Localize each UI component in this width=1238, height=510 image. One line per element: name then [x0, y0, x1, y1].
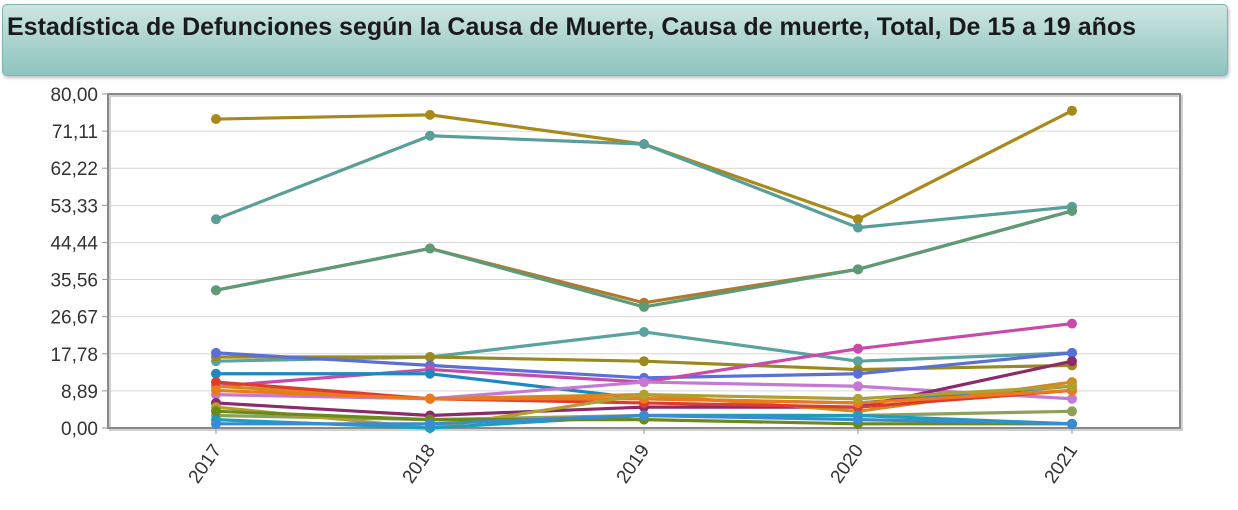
data-point: [425, 352, 435, 363]
data-point: [1067, 347, 1077, 358]
data-point: [639, 356, 649, 367]
x-tick-label: 2019: [613, 441, 654, 488]
y-tick-label: 0,00: [61, 419, 98, 440]
x-tick-label: 2020: [827, 441, 868, 488]
data-point: [425, 243, 435, 254]
chart-title-bar: Estadística de Defunciones según la Caus…: [2, 4, 1228, 76]
data-point: [211, 347, 221, 358]
data-point: [853, 381, 863, 392]
data-point: [853, 264, 863, 275]
data-point: [211, 368, 221, 379]
data-point: [639, 301, 649, 312]
data-point: [211, 418, 221, 429]
y-tick-label: 53,33: [50, 196, 98, 217]
data-point: [211, 114, 221, 125]
data-point: [1067, 105, 1077, 116]
data-point: [853, 222, 863, 233]
data-point: [639, 389, 649, 400]
data-point: [425, 368, 435, 379]
x-tick-label: 2018: [399, 441, 440, 488]
y-tick-label: 44,44: [50, 233, 98, 254]
data-point: [211, 285, 221, 296]
data-point: [639, 139, 649, 150]
data-point: [853, 343, 863, 354]
data-point: [211, 385, 221, 396]
y-tick-label: 35,56: [50, 271, 98, 292]
data-point: [211, 406, 221, 417]
data-point: [425, 109, 435, 120]
data-point: [211, 214, 221, 225]
y-tick-label: 17,78: [50, 345, 98, 366]
plot-frame-shadow: [109, 95, 1183, 431]
y-tick-label: 62,22: [50, 159, 98, 180]
data-point: [211, 377, 221, 388]
data-point: [853, 214, 863, 225]
data-point: [1067, 393, 1077, 404]
data-point: [853, 414, 863, 425]
x-tick-label: 2017: [185, 441, 226, 488]
y-tick-label: 8,89: [61, 382, 98, 403]
chart-title: Estadística de Defunciones según la Caus…: [7, 13, 1137, 41]
data-point: [1067, 406, 1077, 417]
data-point: [1067, 318, 1077, 329]
data-point: [639, 410, 649, 421]
data-point: [1067, 356, 1077, 367]
data-point: [1067, 381, 1077, 392]
data-point: [425, 418, 435, 429]
data-point: [853, 356, 863, 367]
data-point: [1067, 418, 1077, 429]
y-tick-label: 80,00: [50, 85, 98, 106]
y-tick-label: 26,67: [50, 308, 98, 329]
data-point: [425, 393, 435, 404]
x-tick-label: 2021: [1041, 441, 1082, 488]
data-point: [639, 326, 649, 337]
data-point: [425, 130, 435, 141]
data-point: [853, 393, 863, 404]
y-tick-label: 71,11: [52, 122, 98, 143]
data-point: [853, 368, 863, 379]
data-point: [639, 377, 649, 388]
data-point: [1067, 205, 1077, 216]
